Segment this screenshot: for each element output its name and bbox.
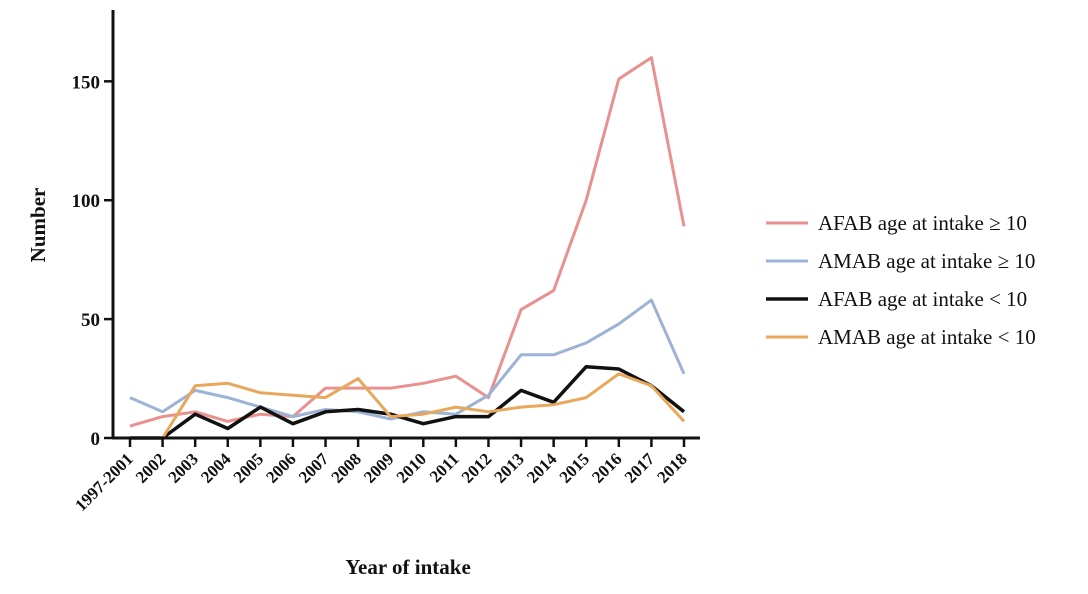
x-tick-label: 2006: [262, 449, 299, 486]
y-tick-label: 150: [72, 72, 101, 93]
series-line-2: [129, 298, 686, 421]
x-tick-label: 2009: [360, 449, 397, 486]
x-tick-label: 1997-2001: [71, 449, 137, 515]
legend-label-3: AFAB age at intake < 10: [818, 287, 1027, 311]
series-line-3: [130, 364, 686, 440]
series-line-4: [130, 372, 686, 440]
legend-label-1: AFAB age at intake ≥ 10: [818, 211, 1027, 235]
legend: AFAB age at intake ≥ 10 AMAB age at intak…: [766, 211, 1036, 349]
x-tick-label: 2017: [621, 449, 659, 487]
x-tick-label: 2002: [132, 449, 169, 486]
x-tick-label: 2013: [490, 449, 527, 486]
x-tick-label: 2007: [295, 449, 333, 487]
y-tick-label: 100: [72, 191, 101, 212]
x-axis-title: Year of intake: [345, 555, 471, 579]
legend-label-2: AMAB age at intake ≥ 10: [818, 249, 1035, 273]
x-tick-label: 2005: [230, 449, 267, 486]
x-tick-label: 2016: [588, 449, 625, 486]
series-line-1: [129, 56, 686, 428]
x-tick-label: 2018: [653, 449, 690, 486]
y-axis: 0 50 100 150: [72, 10, 115, 450]
x-tick-label: 2014: [523, 449, 561, 487]
y-axis-title: Number: [26, 188, 50, 263]
x-tick-label: 2003: [165, 449, 202, 486]
x-tick-label: 2010: [393, 449, 430, 486]
x-tick-label: 2008: [327, 449, 364, 486]
x-tick-label: 2004: [197, 449, 235, 487]
y-tick-label: 0: [91, 429, 101, 450]
x-tick-label: 2011: [426, 449, 463, 486]
y-tick-label: 50: [81, 310, 100, 331]
legend-label-4: AMAB age at intake < 10: [818, 325, 1036, 349]
x-axis: 1997-20012002200320042005200620072008200…: [71, 436, 700, 515]
plot-area: [129, 56, 686, 440]
x-tick-label: 2015: [556, 449, 593, 486]
x-tick-label: 2012: [458, 449, 495, 486]
